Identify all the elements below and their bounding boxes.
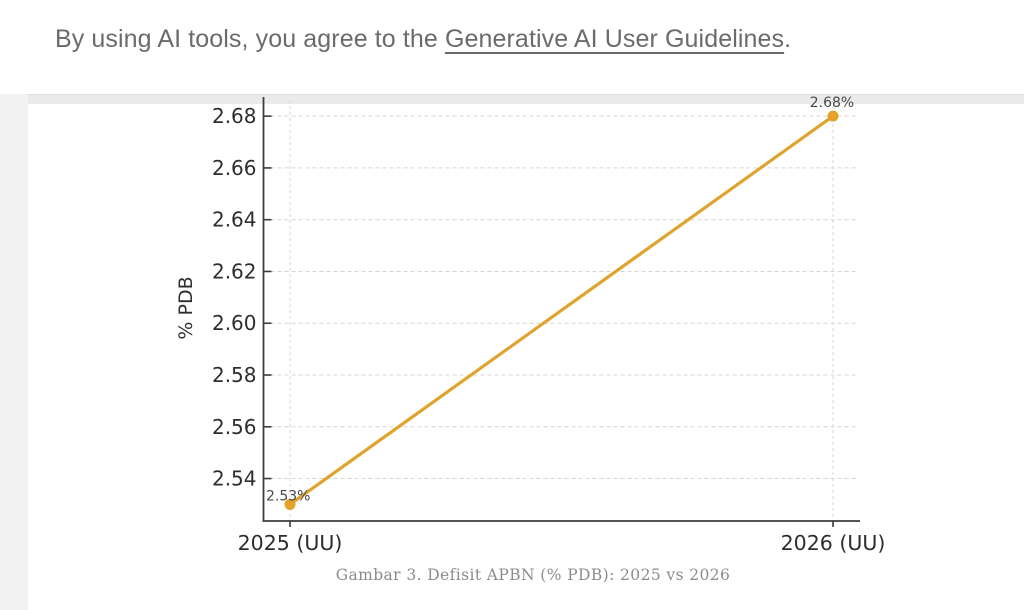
generative-ai-guidelines-link[interactable]: Generative AI User Guidelines <box>444 25 785 53</box>
y-tick-label: 2.58 <box>212 363 257 387</box>
x-tick-label: 2025 (UU) <box>238 531 343 555</box>
data-point <box>827 110 839 122</box>
y-tick-label: 2.64 <box>212 208 257 232</box>
y-tick-label: 2.54 <box>212 467 257 491</box>
y-tick-label: 2.60 <box>212 311 257 335</box>
document-content-area: 2.54 2.56 2.58 2.60 2.62 2.64 2.66 2.68 2025 (UU… <box>0 94 1024 610</box>
data-point-label: 2.53% <box>266 488 310 504</box>
banner-text: By using AI tools, you agree to the <box>55 25 445 53</box>
data-line <box>288 114 835 507</box>
y-tick-label: 2.56 <box>212 415 257 439</box>
y-tick-label: 2.62 <box>212 259 257 283</box>
chart-caption: Gambar 3. Defisit APBN (% PDB): 2025 vs … <box>335 566 731 584</box>
ai-guidelines-banner: By using AI tools, you agree to the Gene… <box>0 0 1024 94</box>
data-point <box>284 498 296 510</box>
x-tick-label: 2026 (UU) <box>781 531 886 555</box>
page-margin-strip <box>0 94 28 610</box>
y-axis-label: % PDB <box>175 276 197 339</box>
y-tick-label: 2.66 <box>212 156 257 180</box>
y-tick-label: 2.68 <box>212 104 257 128</box>
banner-text-period: . <box>784 25 792 53</box>
content-top-divider <box>0 94 1024 104</box>
